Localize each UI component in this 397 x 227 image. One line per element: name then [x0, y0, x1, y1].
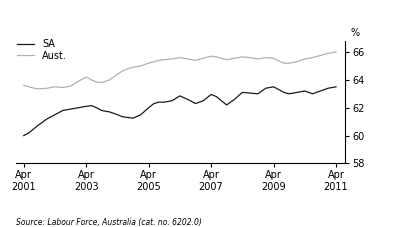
Aust.: [45, 87, 50, 90]
SA: [52, 113, 57, 116]
SA: [326, 87, 331, 90]
Aust.: [303, 58, 307, 60]
SA: [276, 88, 281, 91]
Aust.: [146, 62, 151, 64]
Aust.: [310, 56, 315, 59]
Aust.: [326, 52, 331, 55]
Aust.: [120, 69, 125, 72]
Aust.: [287, 62, 291, 64]
Aust.: [84, 76, 89, 79]
Line: SA: SA: [24, 87, 336, 136]
SA: [146, 106, 151, 109]
SA: [185, 98, 190, 101]
SA: [281, 91, 286, 94]
SA: [32, 127, 37, 130]
SA: [219, 99, 224, 102]
Aust.: [193, 59, 198, 62]
Aust.: [295, 60, 299, 63]
Aust.: [271, 57, 276, 60]
SA: [131, 117, 135, 120]
SA: [333, 85, 338, 88]
Aust.: [125, 67, 130, 70]
Aust.: [209, 55, 214, 57]
SA: [170, 99, 174, 102]
Aust.: [76, 80, 81, 83]
SA: [310, 92, 315, 95]
SA: [89, 104, 94, 107]
Aust.: [177, 56, 182, 59]
Aust.: [27, 85, 31, 88]
Aust.: [89, 79, 94, 81]
SA: [21, 134, 26, 137]
SA: [156, 101, 161, 104]
SA: [209, 93, 214, 96]
Aust.: [281, 62, 286, 64]
Aust.: [107, 79, 112, 81]
Aust.: [219, 57, 224, 60]
SA: [263, 87, 268, 90]
Aust.: [60, 86, 65, 89]
Aust.: [263, 56, 268, 59]
SA: [107, 111, 112, 113]
Aust.: [240, 56, 245, 58]
Aust.: [37, 88, 42, 90]
Aust.: [201, 57, 206, 60]
Aust.: [152, 60, 156, 63]
SA: [240, 91, 245, 94]
Aust.: [139, 64, 143, 67]
SA: [139, 113, 143, 116]
Text: %: %: [351, 28, 360, 38]
SA: [287, 92, 291, 95]
Text: Source: Labour Force, Australia (cat. no. 6202.0): Source: Labour Force, Australia (cat. no…: [16, 218, 202, 227]
Aust.: [131, 66, 135, 69]
Legend: SA, Aust.: SA, Aust.: [16, 38, 68, 62]
SA: [271, 85, 276, 88]
Aust.: [185, 58, 190, 60]
Aust.: [333, 51, 338, 53]
Aust.: [162, 58, 167, 61]
SA: [201, 99, 206, 102]
SA: [248, 92, 252, 94]
SA: [125, 116, 130, 119]
SA: [232, 98, 237, 101]
SA: [120, 115, 125, 118]
Aust.: [170, 58, 174, 60]
Aust.: [224, 58, 229, 61]
SA: [94, 106, 99, 109]
Aust.: [276, 60, 281, 62]
SA: [37, 123, 42, 126]
Aust.: [68, 85, 73, 87]
SA: [256, 92, 260, 95]
SA: [193, 102, 198, 105]
SA: [68, 108, 73, 111]
Aust.: [52, 85, 57, 88]
Aust.: [256, 58, 260, 60]
Aust.: [248, 56, 252, 59]
SA: [27, 131, 31, 134]
Aust.: [318, 54, 323, 57]
SA: [84, 105, 89, 108]
SA: [99, 109, 104, 112]
SA: [318, 90, 323, 92]
SA: [295, 91, 299, 94]
SA: [224, 104, 229, 106]
SA: [162, 101, 167, 104]
SA: [76, 106, 81, 109]
SA: [45, 118, 50, 120]
Aust.: [94, 81, 99, 83]
SA: [214, 95, 219, 98]
Aust.: [115, 73, 120, 76]
Aust.: [156, 59, 161, 62]
Aust.: [214, 56, 219, 58]
SA: [115, 113, 120, 116]
SA: [152, 102, 156, 105]
Aust.: [32, 87, 37, 90]
SA: [60, 109, 65, 112]
SA: [303, 90, 307, 92]
SA: [177, 94, 182, 97]
Aust.: [232, 57, 237, 60]
Aust.: [99, 81, 104, 84]
Aust.: [21, 84, 26, 87]
Line: Aust.: Aust.: [24, 52, 336, 89]
